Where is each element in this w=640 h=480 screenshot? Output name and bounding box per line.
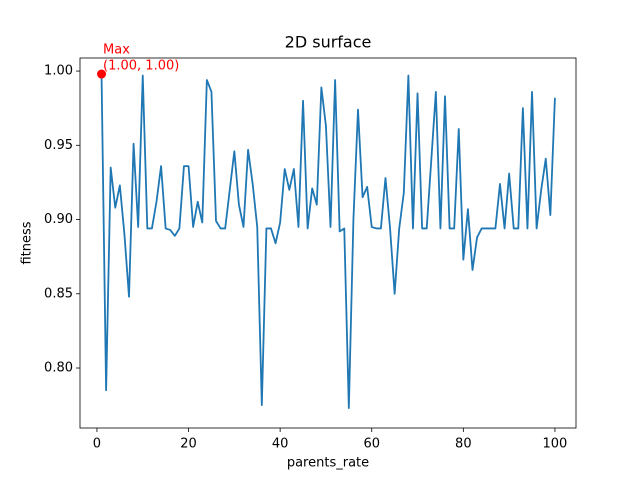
y-axis-label: fitness [20,221,35,264]
max-point [97,69,107,79]
chart-title: 2D surface [285,33,372,52]
x-tick-label: 80 [455,437,472,452]
x-tick-label: 20 [180,437,197,452]
x-tick-label: 60 [363,437,380,452]
line-series [100,74,556,410]
x-tick-label: 40 [272,437,289,452]
y-tick-label: 0.85 [44,286,73,301]
annotation-text: (1.00, 1.00) [103,59,179,74]
y-tick-label: 1.00 [44,64,73,79]
annotation-text: Max [103,43,130,58]
x-tick-label: 0 [93,437,101,452]
plot-frame [79,57,577,429]
x-tick-label: 100 [543,437,568,452]
y-tick-label: 0.80 [44,361,73,376]
y-tick-label: 0.90 [44,212,73,227]
x-axis-label: parents_rate [287,456,369,471]
y-tick-label: 0.95 [44,138,73,153]
